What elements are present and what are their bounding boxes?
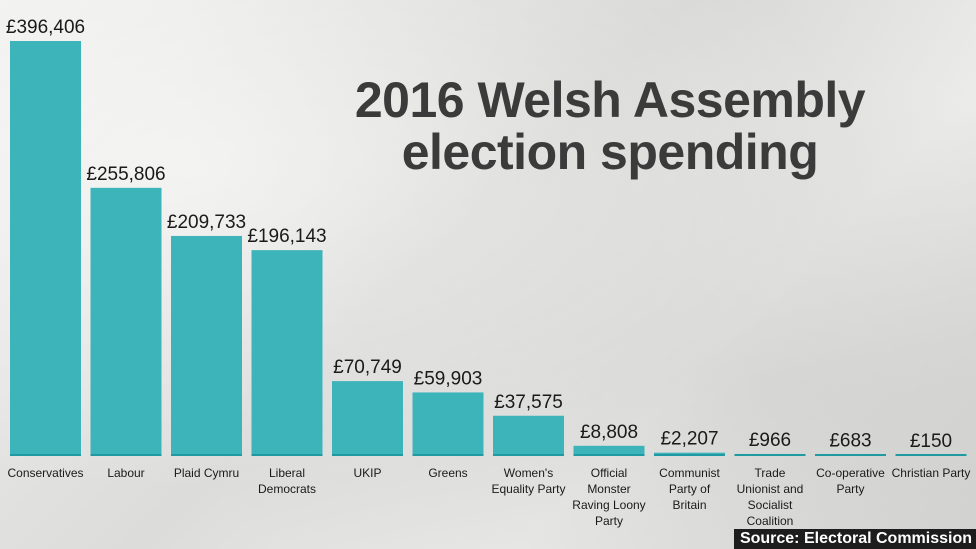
bar-2 bbox=[171, 235, 242, 455]
bars-group bbox=[10, 41, 967, 456]
category-label-9: Trade Unionist and Socialist Coalition bbox=[737, 466, 804, 528]
source-credit: Source: Electoral Commission bbox=[733, 529, 976, 549]
category-label-5: Greens bbox=[428, 466, 467, 480]
bar-0 bbox=[10, 41, 81, 455]
bar-baseline-6 bbox=[493, 454, 564, 456]
value-label-10: £683 bbox=[829, 430, 871, 451]
bar-baseline-11 bbox=[895, 454, 967, 456]
bar-baseline-3 bbox=[251, 454, 323, 456]
bar-baseline-5 bbox=[412, 454, 484, 456]
value-label-1: £255,806 bbox=[86, 164, 165, 185]
bar-baseline-2 bbox=[171, 454, 242, 456]
category-label-10: Co-operative Party bbox=[816, 466, 885, 496]
category-label-4: UKIP bbox=[353, 466, 381, 480]
bar-3 bbox=[251, 250, 323, 455]
value-label-11: £150 bbox=[910, 431, 952, 452]
bar-baseline-9 bbox=[734, 454, 806, 456]
value-label-3: £196,143 bbox=[247, 226, 326, 247]
category-label-1: Labour bbox=[107, 466, 144, 480]
bar-8 bbox=[654, 452, 725, 455]
value-label-8: £2,207 bbox=[660, 429, 718, 450]
chart-title-line-1: 2016 Welsh Assembly bbox=[354, 72, 866, 128]
category-labels-group: Conservatives Labour Plaid Cymru Liberal Dem… bbox=[7, 466, 970, 528]
category-label-6: Women's Equality Party bbox=[491, 466, 565, 496]
category-label-3: Liberal Democrats bbox=[258, 466, 316, 496]
value-label-5: £59,903 bbox=[414, 368, 483, 389]
category-label-0: Conservatives bbox=[7, 466, 83, 480]
bar-7 bbox=[573, 445, 645, 455]
value-label-6: £37,575 bbox=[494, 392, 563, 413]
bar-6 bbox=[493, 415, 564, 455]
bar-baseline-4 bbox=[332, 454, 403, 456]
bar-baseline-7 bbox=[573, 454, 645, 456]
value-labels-group: £396,406 £255,806 £209,733£196,143 £70,749 £… bbox=[6, 17, 952, 452]
value-label-2: £209,733 bbox=[167, 212, 246, 233]
category-label-8: Communist Party of Britain bbox=[659, 466, 720, 512]
value-label-9: £966 bbox=[749, 430, 791, 451]
value-label-0: £396,406 bbox=[6, 17, 85, 38]
category-label-7: Official Monster Raving Loony Party bbox=[572, 466, 645, 528]
value-label-7: £8,808 bbox=[580, 422, 638, 443]
bar-baseline-0 bbox=[10, 454, 81, 456]
bar-1 bbox=[90, 187, 162, 455]
bar-4 bbox=[332, 381, 403, 455]
value-label-4: £70,749 bbox=[333, 357, 402, 378]
bar-baseline-8 bbox=[654, 454, 725, 456]
chart-title-line-2: election spending bbox=[401, 124, 819, 180]
category-label-2: Plaid Cymru bbox=[174, 466, 239, 480]
bar-5 bbox=[412, 392, 484, 455]
bar-baseline-1 bbox=[90, 454, 162, 456]
category-label-11: Christian Party bbox=[892, 466, 971, 480]
bar-baseline-10 bbox=[815, 454, 886, 456]
